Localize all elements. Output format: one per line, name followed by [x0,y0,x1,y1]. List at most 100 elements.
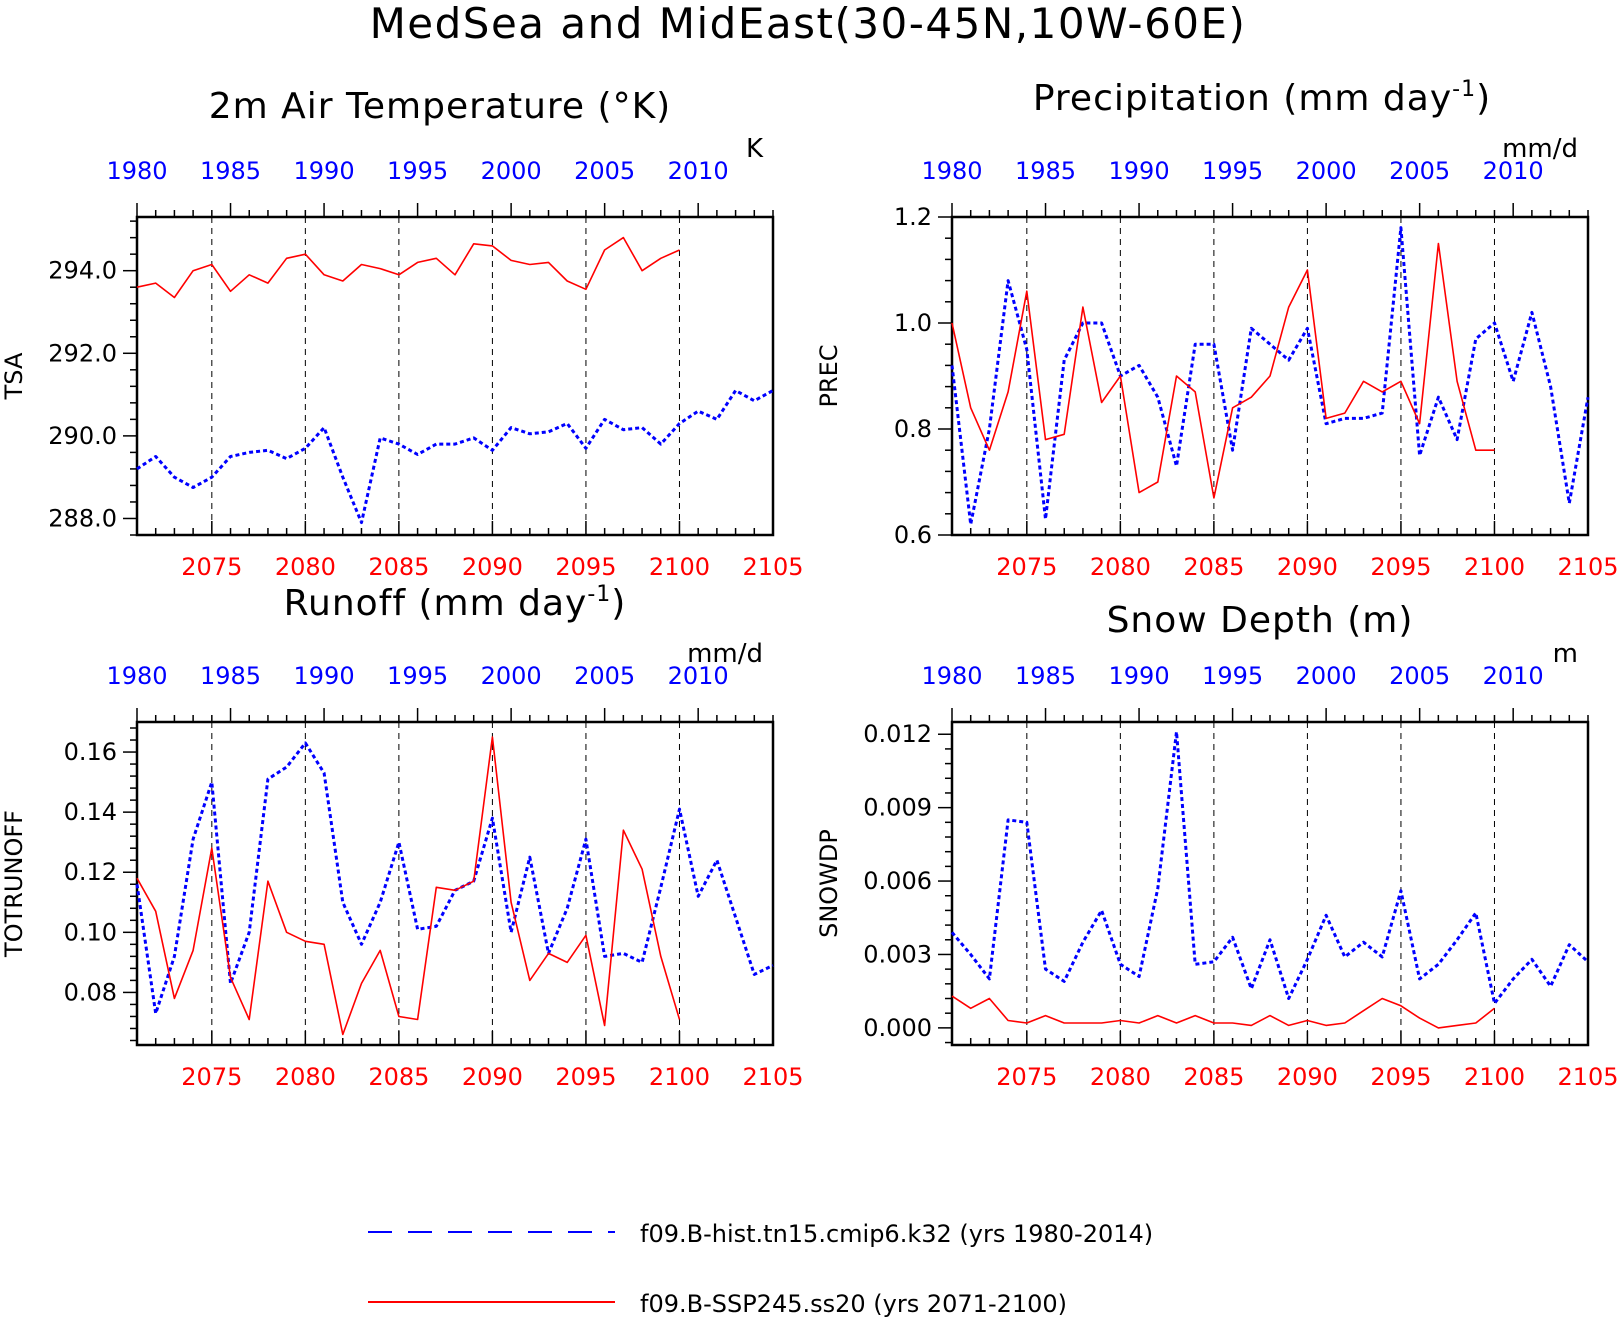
panel-air-temperature: 2m Air Temperature (°K) K TSA 2075 2080 2085 2… [0,86,804,581]
x-tick-label-top: 1985 [1015,662,1076,690]
x-tick-label-top: 2005 [574,662,635,690]
x-tick-label-top: 2010 [668,662,729,690]
y-axis-label: PREC [815,344,843,407]
x-tick-label-top: 2010 [1483,157,1544,185]
x-tick-label-top: 1980 [106,662,167,690]
x-tick-label-top: 2005 [1389,662,1450,690]
panel-title: Precipitation (mm day-1) [1033,77,1491,119]
x-tick-label-top: 2000 [481,157,542,185]
y-tick-label: 0.006 [863,867,932,895]
units-label: m [1553,639,1578,669]
y-tick-label: 0.16 [64,738,117,766]
x-tick-label-bottom: 2095 [1370,1063,1431,1091]
legend-label-hist: f09.B-hist.tn15.cmip6.k32 (yrs 1980-2014… [640,1220,1153,1248]
y-tick-label: 0.12 [64,858,117,886]
y-tick-label: 0.000 [863,1014,932,1042]
x-tick-label-bottom: 2100 [649,553,710,581]
x-tick-label-bottom: 2085 [368,1063,429,1091]
x-tick-label-bottom: 2090 [462,553,523,581]
x-tick-label-bottom: 2100 [649,1063,710,1091]
x-tick-label-bottom: 2075 [996,1063,1057,1091]
legend-label-ssp245: f09.B-SSP245.ss20 (yrs 2071-2100) [640,1290,1067,1318]
x-tick-label-bottom: 2075 [181,553,242,581]
x-tick-label-bottom: 2095 [1370,553,1431,581]
x-tick-label-bottom: 2080 [275,1063,336,1091]
x-tick-label-bottom: 2080 [1090,553,1151,581]
y-tick-label: 288.0 [48,504,117,532]
y-tick-label: 0.009 [863,794,932,822]
y-tick-label: 1.0 [894,309,932,337]
series-hist-line [950,730,1590,1005]
series-ssp245-line [951,242,1495,499]
y-tick-label: 290.0 [48,422,117,450]
series-hist-line [135,741,774,1015]
x-tick-label-top: 1985 [1015,157,1076,185]
x-tick-label-top: 1980 [921,157,982,185]
x-tick-label-top: 2000 [481,662,542,690]
x-tick-label-top: 2010 [668,157,729,185]
panel-title: Snow Depth (m) [1107,600,1414,641]
y-tick-label: 1.2 [894,203,932,231]
series-hist-line [136,389,774,525]
x-tick-label-bottom: 2100 [1464,553,1525,581]
plot-frame [135,215,775,537]
x-tick-label-top: 2000 [1296,157,1357,185]
x-tick-label-bottom: 2105 [742,1063,803,1091]
x-tick-label-bottom: 2085 [1183,1063,1244,1091]
y-tick-label: 294.0 [48,257,117,285]
y-tick-label: 0.6 [894,521,932,549]
plot-frame [950,720,1590,1047]
x-tick-label-top: 2000 [1296,662,1357,690]
x-tick-label-bottom: 2100 [1464,1063,1525,1091]
x-tick-label-top: 2010 [1483,662,1544,690]
x-tick-label-bottom: 2095 [555,553,616,581]
panel-title: Runoff (mm day-1) [284,582,627,624]
y-axis-label: SNOWDP [815,829,843,938]
x-tick-label-top: 1990 [1109,662,1170,690]
x-tick-label-bottom: 2090 [462,1063,523,1091]
units-label: mm/d [1502,134,1578,164]
y-axis-label: TOTRUNOFF [0,810,28,958]
x-tick-label-bottom: 2075 [996,553,1057,581]
x-tick-label-top: 1990 [294,157,355,185]
x-tick-label-bottom: 2090 [1277,553,1338,581]
y-tick-label: 0.8 [894,415,932,443]
x-tick-label-bottom: 2085 [368,553,429,581]
x-tick-label-bottom: 2105 [1557,1063,1618,1091]
x-tick-label-top: 1990 [1109,157,1170,185]
panel-title: 2m Air Temperature (°K) [209,86,671,127]
y-tick-label: 0.08 [64,978,117,1006]
panel-precipitation: Precipitation (mm day-1) mm/d PREC 2075 2080… [815,77,1619,581]
series-ssp245-line [136,236,680,299]
panel-snow-depth: Snow Depth (m) m SNOWDP 2075 2080 2085 2090 209… [815,600,1619,1091]
x-tick-label-bottom: 2080 [275,553,336,581]
x-tick-label-top: 1985 [200,157,261,185]
x-tick-label-bottom: 2095 [555,1063,616,1091]
y-tick-label: 0.012 [863,720,932,748]
y-tick-label: 0.10 [64,918,117,946]
y-tick-label: 0.14 [64,798,117,826]
x-tick-label-top: 2005 [574,157,635,185]
panel-runoff: Runoff (mm day-1) mm/d TOTRUNOFF 2075 2080 20… [0,582,804,1091]
series-hist-line [950,226,1590,526]
x-tick-label-bottom: 2080 [1090,1063,1151,1091]
plot-frame [135,720,775,1047]
figure-title: MedSea and MidEast(30-45N,10W-60E) [370,0,1247,48]
x-tick-label-top: 1985 [200,662,261,690]
x-tick-label-bottom: 2090 [1277,1063,1338,1091]
y-tick-label: 292.0 [48,339,117,367]
x-tick-label-bottom: 2105 [1557,553,1618,581]
x-tick-label-top: 2005 [1389,157,1450,185]
x-tick-label-top: 1980 [106,157,167,185]
units-label: mm/d [687,639,763,669]
series-ssp245-line [951,995,1495,1029]
y-axis-label: TSA [0,352,28,400]
series-ssp245-line [136,736,681,1036]
x-tick-label-top: 1995 [1202,157,1263,185]
x-tick-label-bottom: 2075 [181,1063,242,1091]
x-tick-label-top: 1995 [387,157,448,185]
x-tick-label-top: 1980 [921,662,982,690]
x-tick-label-top: 1990 [294,662,355,690]
units-label: K [746,134,764,164]
